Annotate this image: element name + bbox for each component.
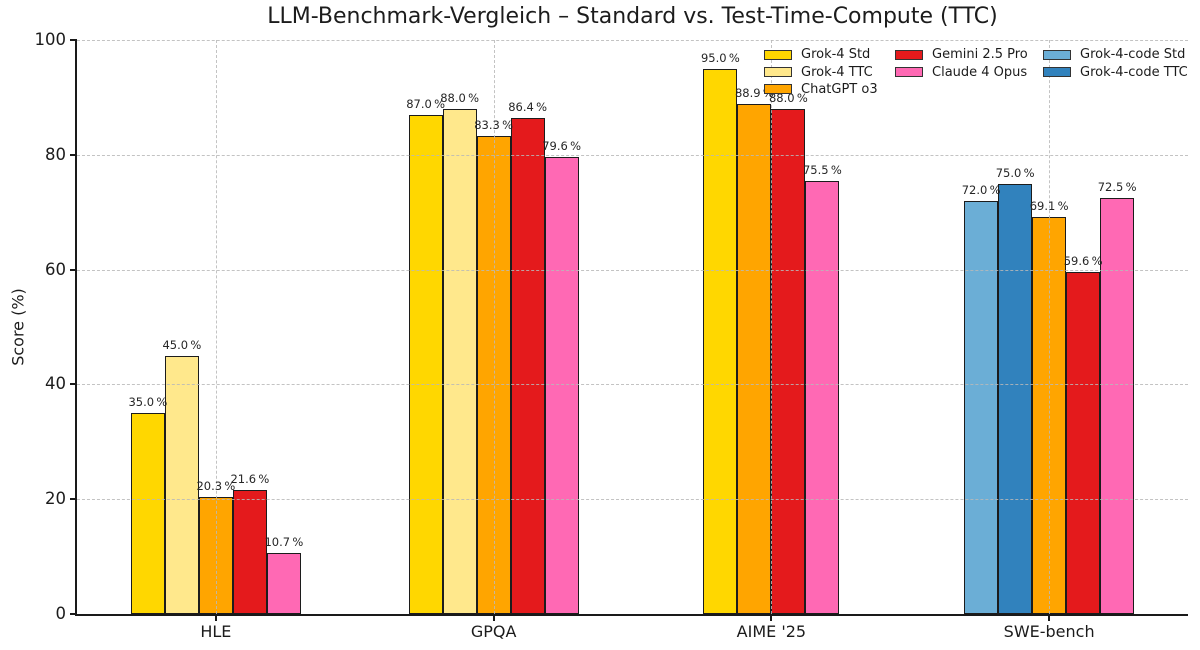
- legend-entry: Grok-4 Std: [764, 46, 878, 63]
- value-label: 45.0 %: [162, 337, 202, 352]
- bar-grok-4-code-std: [964, 200, 999, 614]
- value-label: 69.1 %: [1029, 199, 1069, 214]
- y-tick-label: 0: [55, 604, 67, 623]
- legend-entry: ChatGPT o3: [764, 81, 878, 98]
- legend-entry: Grok-4-code Std: [1043, 46, 1188, 63]
- y-tick-label: 80: [45, 144, 66, 164]
- value-label: 83.3 %: [474, 117, 514, 132]
- bar-claude-4-opus: [1100, 197, 1135, 614]
- value-label: 59.6 %: [1063, 253, 1103, 268]
- legend-label: Grok-4-code Std: [1080, 47, 1186, 63]
- bar-claude-4-opus: [266, 552, 301, 614]
- legend-entry: Grok-4-code TTC: [1043, 63, 1188, 80]
- bar-grok-4-ttc: [164, 355, 199, 614]
- legend-swatch: [764, 67, 792, 78]
- y-tick-mark: [70, 498, 77, 501]
- legend-swatch: [895, 49, 923, 60]
- y-tick-mark: [70, 39, 77, 41]
- x-axis-spine: [75, 614, 1188, 616]
- x-tick-label: GPQA: [470, 622, 517, 641]
- grid-line-v: [215, 40, 217, 614]
- grid-line-v: [771, 40, 773, 614]
- y-tick-mark: [70, 153, 77, 156]
- grid-line-h: [77, 384, 1188, 386]
- bar-claude-4-opus: [805, 180, 840, 614]
- grid-line-h: [77, 154, 1188, 156]
- y-tick-label: 40: [45, 374, 66, 394]
- legend-label: Gemini 2.5 Pro: [932, 47, 1028, 63]
- bar-grok-4-std: [703, 68, 738, 614]
- x-tick-mark: [1048, 616, 1051, 621]
- x-tick-label: HLE: [200, 622, 232, 641]
- value-label: 72.5 %: [1097, 179, 1137, 194]
- y-tick-mark: [70, 268, 77, 271]
- legend-swatch: [764, 84, 792, 95]
- legend-column: Grok-4-code Std Grok-4-code TTC: [1043, 46, 1188, 81]
- bar-grok-4-std: [130, 413, 165, 614]
- grid-line-h: [77, 269, 1188, 271]
- legend-label: ChatGPT o3: [801, 81, 878, 97]
- value-label: 20.3 %: [196, 479, 236, 494]
- grid-line-v: [1049, 40, 1051, 614]
- y-tick-label: 20: [45, 489, 66, 509]
- legend-label: Grok-4 Std: [801, 47, 871, 63]
- legend-label: Claude 4 Opus: [932, 64, 1028, 80]
- bar-gemini-2-5-pro: [771, 108, 806, 614]
- legend-swatch: [1043, 67, 1071, 78]
- y-axis-label: Score (%): [8, 288, 28, 366]
- chart-title: LLM-Benchmark-Vergleich – Standard vs. T…: [267, 4, 998, 29]
- bar-gemini-2-5-pro: [510, 118, 545, 614]
- value-label: 35.0 %: [128, 395, 168, 410]
- legend-entry: Claude 4 Opus: [895, 63, 1028, 80]
- value-label: 21.6 %: [230, 472, 270, 487]
- x-tick-mark: [492, 616, 495, 621]
- bar-claude-4-opus: [544, 157, 579, 614]
- y-axis-spine: [75, 40, 77, 616]
- y-tick-mark: [70, 613, 77, 615]
- bar-gemini-2-5-pro: [232, 490, 267, 614]
- value-label: 86.4 %: [508, 100, 548, 115]
- x-tick-mark: [214, 616, 217, 621]
- grid-line-v: [493, 40, 495, 614]
- x-tick-label: SWE-bench: [1003, 622, 1095, 641]
- legend-column: Grok-4 Std Grok-4 TTC ChatGPT o3: [764, 46, 878, 98]
- value-label: 75.5 %: [802, 162, 842, 177]
- legend-swatch: [895, 67, 923, 78]
- legend-entry: Grok-4 TTC: [764, 63, 878, 80]
- legend-label: Grok-4-code TTC: [1080, 64, 1188, 80]
- bar-gemini-2-5-pro: [1066, 271, 1101, 614]
- value-label: 10.7 %: [264, 534, 304, 549]
- legend-swatch: [1043, 49, 1071, 60]
- bar-grok-4-code-ttc: [998, 183, 1033, 614]
- y-tick-label: 100: [34, 30, 67, 49]
- value-label: 75.0 %: [995, 165, 1035, 180]
- y-tick-mark: [70, 383, 77, 386]
- x-tick-label: AIME '25: [736, 622, 807, 641]
- bar-chatgpt-o3: [737, 103, 772, 614]
- legend-swatch: [764, 49, 792, 60]
- legend-label: Grok-4 TTC: [801, 64, 873, 80]
- value-label: 95.0 %: [700, 50, 740, 65]
- bar-grok-4-ttc: [442, 108, 477, 614]
- legend-entry: Gemini 2.5 Pro: [895, 46, 1028, 63]
- grid-line-h: [77, 40, 1188, 41]
- value-label: 79.6 %: [542, 139, 582, 154]
- x-tick-mark: [770, 616, 773, 621]
- grid-line-h: [77, 499, 1188, 501]
- y-tick-label: 60: [45, 259, 66, 279]
- bar-grok-4-std: [408, 114, 443, 614]
- value-label: 88.0 %: [440, 90, 480, 105]
- value-label: 87.0 %: [406, 96, 446, 111]
- legend-column: Gemini 2.5 Pro Claude 4 Opus: [895, 46, 1028, 81]
- value-label: 72.0 %: [961, 182, 1001, 197]
